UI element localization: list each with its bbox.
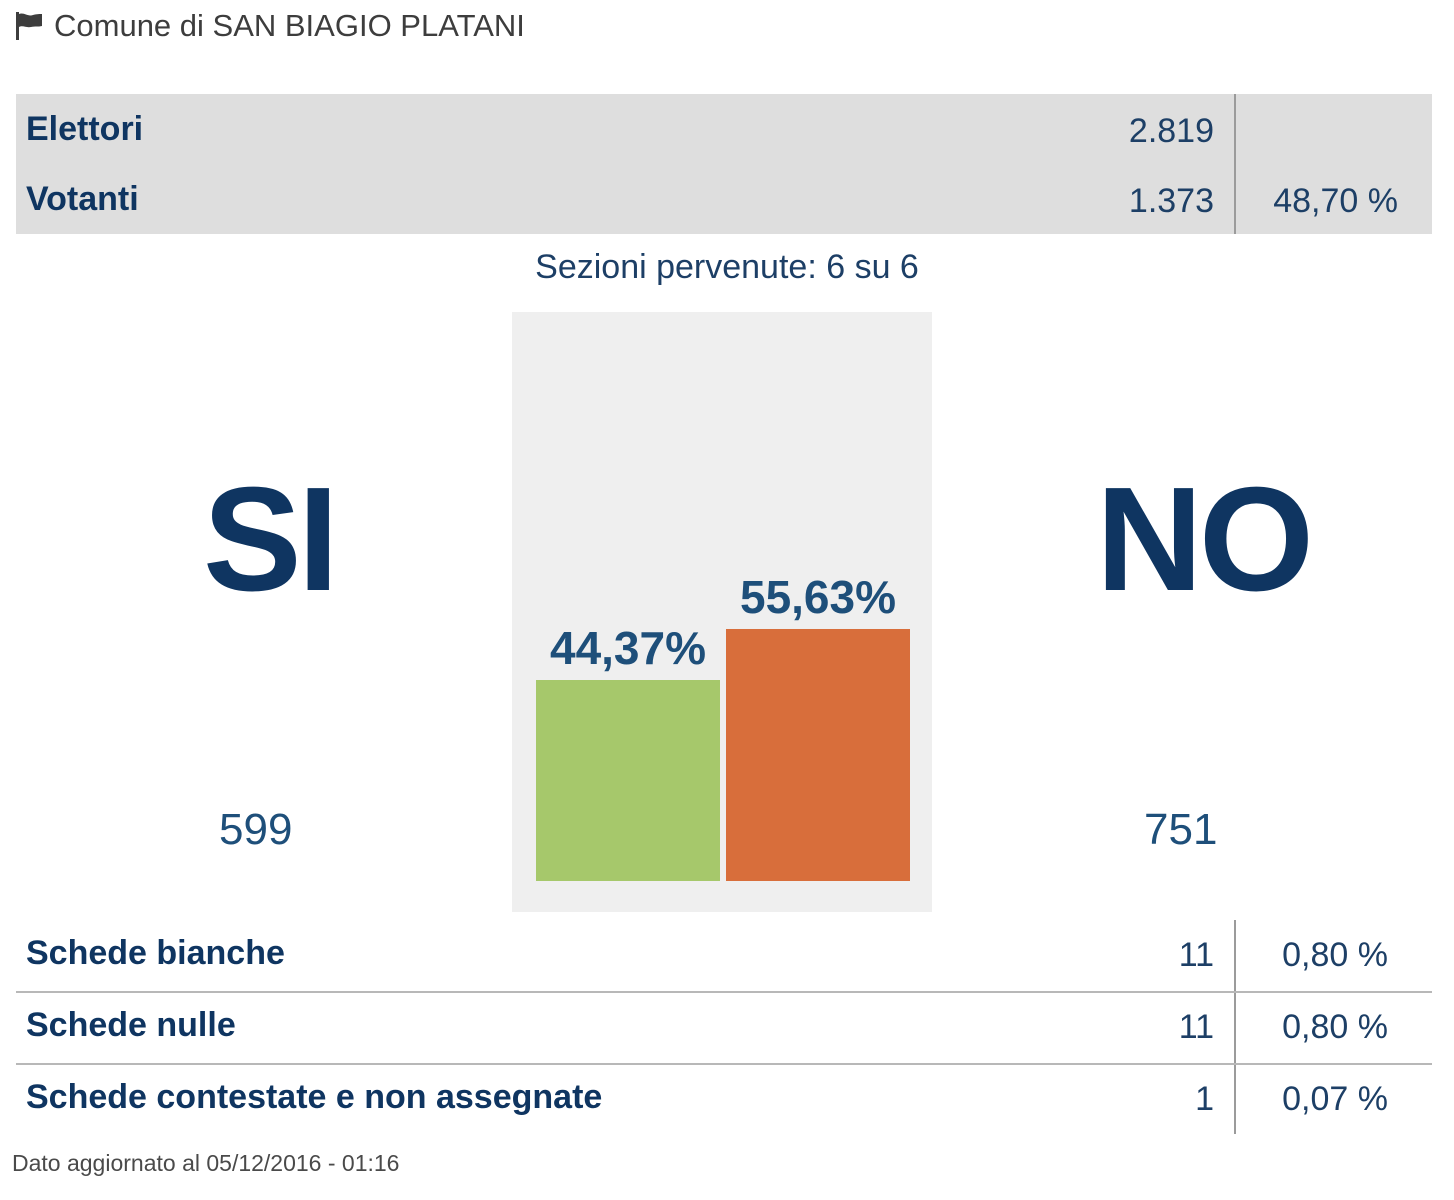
votanti-label: Votanti [26, 180, 139, 218]
comune-header: Comune di SAN BIAGIO PLATANI [14, 6, 525, 46]
table-row: Schede nulle 11 0,80 % [16, 992, 1432, 1065]
no-votes: 751 [1144, 805, 1218, 854]
column-divider [1234, 94, 1236, 234]
data-label-si: 44,37% [550, 622, 706, 674]
table-row: Schede contestate e non assegnate 1 0,07… [16, 1064, 1432, 1135]
results-chart-panel: 44,37% 55,63% [512, 312, 932, 912]
schede-table: Schede bianche 11 0,80 % Schede nulle 11… [16, 920, 1432, 1134]
bar-si [536, 680, 720, 881]
sezioni-pervenute: Sezioni pervenute: 6 su 6 [535, 248, 919, 286]
column-divider [1234, 920, 1236, 1134]
schede-contestate-percent: 0,07 % [1282, 1080, 1388, 1118]
votanti-row: Votanti 1.373 48,70 % [16, 172, 1432, 222]
results-bar-chart: 44,37% 55,63% [536, 571, 910, 881]
elettori-row: Elettori 2.819 [16, 102, 1432, 152]
flag-icon [16, 12, 42, 40]
schede-contestate-value: 1 [1195, 1080, 1214, 1118]
last-updated: Dato aggiornato al 05/12/2016 - 01:16 [12, 1150, 400, 1176]
no-label: NO [1096, 457, 1314, 622]
data-label-no: 55,63% [740, 571, 896, 623]
si-label: SI [203, 457, 339, 622]
schede-nulle-value: 11 [1178, 1008, 1214, 1046]
schede-nulle-label: Schede nulle [26, 1006, 236, 1044]
summary-table: Elettori 2.819 Votanti 1.373 48,70 % [16, 94, 1432, 234]
schede-bianche-label: Schede bianche [26, 934, 285, 972]
table-row: Schede bianche 11 0,80 % [16, 920, 1432, 993]
votanti-percent: 48,70 % [1273, 182, 1398, 220]
si-votes: 599 [219, 805, 293, 854]
schede-bianche-percent: 0,80 % [1282, 936, 1388, 974]
schede-contestate-label: Schede contestate e non assegnate [26, 1078, 603, 1116]
votanti-value: 1.373 [1128, 182, 1214, 220]
bar-no [726, 628, 910, 881]
elettori-value: 2.819 [1128, 112, 1214, 150]
schede-bianche-value: 11 [1178, 936, 1214, 974]
elettori-label: Elettori [26, 110, 144, 148]
schede-nulle-percent: 0,80 % [1282, 1008, 1388, 1046]
comune-title: Comune di SAN BIAGIO PLATANI [54, 8, 525, 43]
